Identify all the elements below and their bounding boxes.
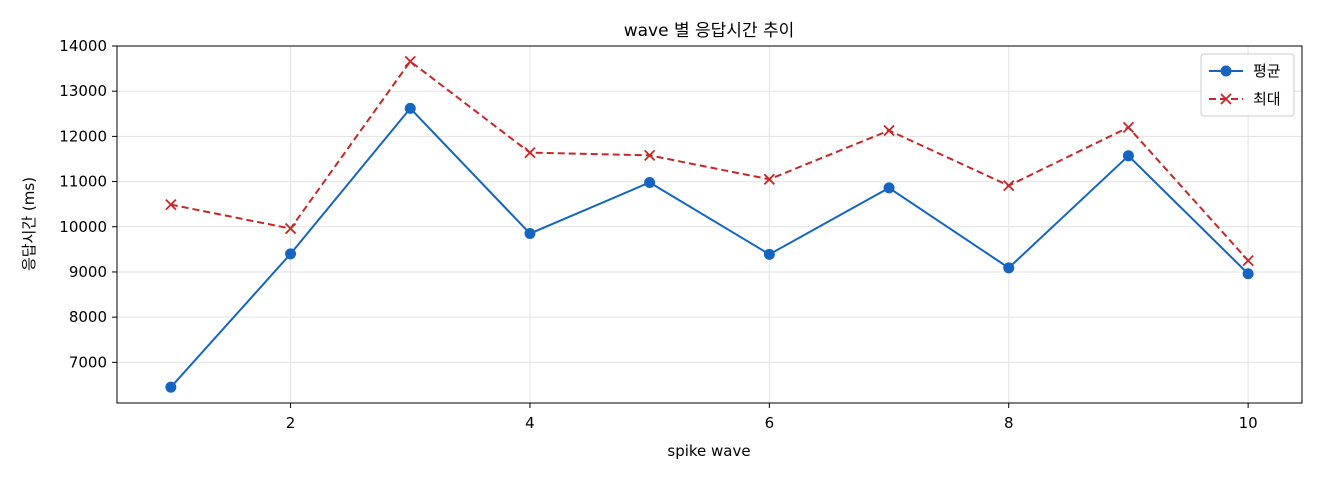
y-tick-label: 13000: [59, 82, 107, 100]
x-tick-label: 2: [286, 414, 296, 432]
data-point: [165, 381, 177, 393]
y-axis-label: 응답시간 (ms): [20, 177, 38, 271]
x-tick-label: 6: [765, 414, 775, 432]
legend-marker: [1220, 65, 1232, 77]
data-point: [644, 149, 656, 161]
series-1: [165, 102, 1254, 393]
x-tick-label: 10: [1239, 414, 1258, 432]
data-point: [1242, 268, 1254, 280]
series-2: [165, 55, 1254, 267]
y-tick-label: 9000: [69, 263, 107, 281]
axis-ticks: 2 4 6 8 10 7000 8000 9000 10000 11000 12000 13000 14…: [59, 37, 1257, 432]
y-tick-label: 7000: [69, 353, 107, 371]
series-line: [170, 107, 1249, 388]
data-point: [404, 55, 416, 68]
legend-label: 평균: [1253, 62, 1281, 80]
data-point: [1122, 150, 1134, 162]
series-layer: [165, 55, 1254, 393]
data-point: [165, 198, 177, 211]
legend-item-1: 평균: [1209, 62, 1281, 80]
y-tick-label: 12000: [59, 127, 107, 145]
data-point: [763, 248, 775, 260]
data-point: [1003, 180, 1015, 192]
data-point: [524, 228, 536, 240]
x-axis-label: spike wave: [667, 442, 750, 460]
data-point: [1242, 255, 1254, 267]
data-point: [883, 182, 895, 194]
y-tick-label: 11000: [59, 173, 107, 191]
y-tick-label: 10000: [59, 218, 107, 236]
data-point: [644, 176, 656, 188]
chart-title: wave 별 응답시간 추이: [624, 21, 795, 41]
legend-marker: [1220, 93, 1232, 105]
data-point: [883, 124, 895, 137]
data-point: [1122, 121, 1135, 133]
plot-frame: [116, 45, 1303, 404]
legend-item-2: 최대: [1209, 90, 1281, 108]
data-point: [285, 248, 297, 260]
data-point: [284, 222, 297, 235]
data-point: [1003, 262, 1015, 274]
series-line: [170, 60, 1249, 262]
y-tick-label: 8000: [69, 308, 107, 326]
legend-label: 최대: [1253, 90, 1281, 108]
data-point: [763, 173, 775, 185]
y-tick-label: 14000: [59, 37, 107, 55]
x-tick-label: 8: [1004, 414, 1014, 432]
x-tick-label: 4: [525, 414, 535, 432]
data-point: [524, 147, 536, 159]
data-point: [404, 102, 416, 114]
